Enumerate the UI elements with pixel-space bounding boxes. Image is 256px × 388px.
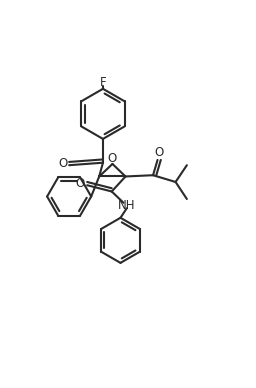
Text: O: O — [76, 177, 85, 191]
Text: O: O — [108, 152, 117, 165]
Text: NH: NH — [118, 199, 135, 212]
Text: O: O — [58, 158, 68, 170]
Text: O: O — [154, 146, 163, 159]
Text: F: F — [100, 76, 106, 89]
